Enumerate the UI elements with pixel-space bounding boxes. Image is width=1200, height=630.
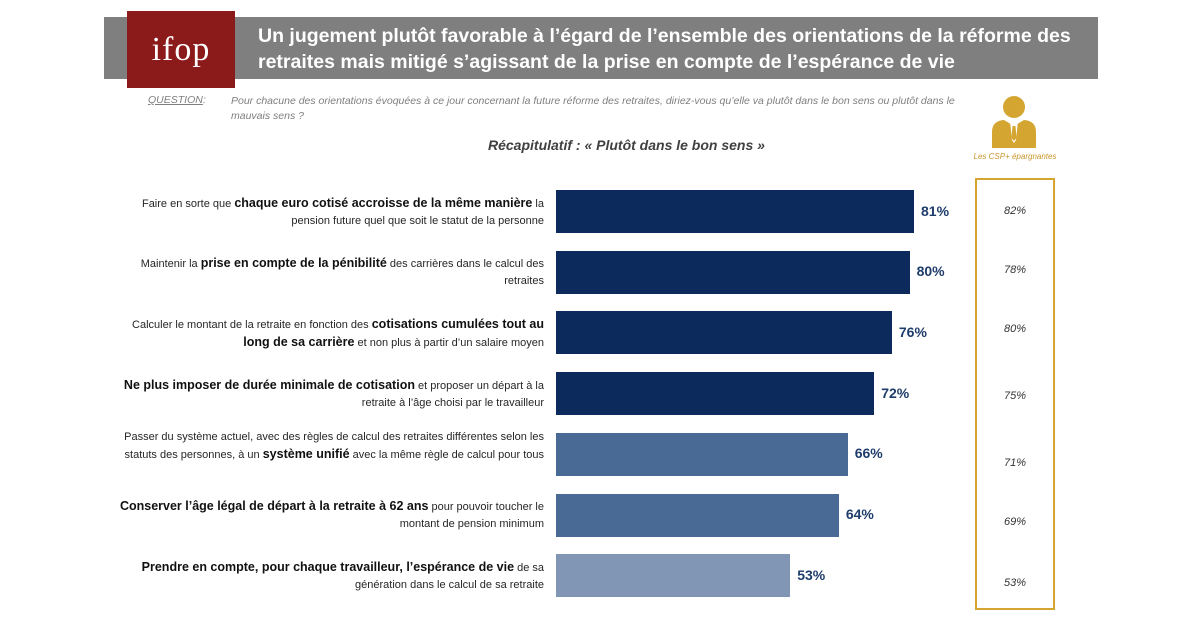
category-label: Faire en sorte que chaque euro cotisé ac… — [114, 195, 544, 230]
csp-value: 78% — [1003, 264, 1027, 276]
csp-value: 71% — [1003, 457, 1027, 469]
category-label-emphasis: Conserver l’âge légal de départ à la ret… — [119, 499, 429, 513]
bar-value-label: 53% — [797, 566, 826, 583]
question-text: Pour chacune des orientations évoquées à… — [231, 95, 955, 122]
csp-label: Les CSP+ épargnantes — [973, 152, 1057, 161]
category-label-text: des carrières dans le calcul des retrait… — [386, 258, 544, 288]
category-label-emphasis: Prendre en compte, pour chaque travaille… — [141, 559, 515, 574]
bar-value-label: 80% — [916, 263, 945, 280]
bar — [556, 432, 848, 476]
csp-column-box — [975, 178, 1055, 610]
question-colon: : — [203, 94, 206, 106]
ifop-logo-mark: ifop — [152, 31, 211, 68]
header-band — [104, 17, 1098, 79]
csp-value: 53% — [1003, 577, 1027, 589]
category-label-text: Passer du système actuel, avec des règle… — [124, 430, 544, 461]
category-label: Maintenir la prise en compte de la pénib… — [114, 255, 544, 290]
ifop-logo: ifop — [127, 11, 235, 88]
category-label-emphasis: cotisations cumulées tout au long de sa … — [243, 316, 544, 349]
bar — [556, 190, 914, 233]
category-label-text: avec la même règle de calcul pour tous — [349, 448, 544, 461]
bar-value-label: 64% — [845, 506, 874, 522]
category-label-emphasis: système unifié — [262, 446, 350, 461]
chart-subtitle: Récapitulatif : « Plutôt dans le bon sen… — [488, 137, 765, 153]
category-label: Passer du système actuel, avec des règle… — [114, 429, 544, 464]
category-label-text: Calculer le montant de la retraite en fo… — [132, 318, 372, 331]
bar-value-label: 72% — [881, 384, 910, 401]
page-title: Un jugement plutôt favorable à l’égard d… — [258, 25, 1071, 73]
category-label: Calculer le montant de la retraite en fo… — [114, 316, 544, 352]
businessman-icon — [992, 96, 1036, 148]
csp-value: 69% — [1003, 516, 1027, 528]
category-label-text: et non plus à partir d’un salaire moyen — [354, 336, 544, 349]
bar — [556, 554, 791, 598]
bar-value-label: 76% — [898, 323, 927, 340]
question-label: QUESTION — [148, 94, 203, 106]
csp-value: 75% — [1003, 390, 1027, 402]
category-label: Conserver l’âge légal de départ à la ret… — [114, 498, 544, 533]
bar — [556, 493, 839, 537]
bar — [556, 311, 892, 355]
category-label: Ne plus imposer de durée minimale de cot… — [114, 377, 544, 412]
bar-value-label: 81% — [921, 202, 950, 219]
logo-text: ifop — [152, 31, 211, 68]
csp-value: 82% — [1003, 205, 1027, 217]
category-label-text: pour pouvoir toucher le montant de pensi… — [399, 501, 544, 530]
bar — [556, 372, 875, 416]
category-label-text: Faire en sorte que — [141, 197, 235, 210]
csp-value: 80% — [1003, 323, 1027, 335]
category-label-emphasis: Ne plus imposer de durée minimale de cot… — [123, 377, 415, 392]
category-label-emphasis: chaque euro cotisé accroisse de la même … — [234, 195, 533, 210]
category-label-text: de sa génération dans le calcul de sa re… — [355, 561, 544, 591]
category-label: Prendre en compte, pour chaque travaille… — [114, 559, 544, 594]
category-label-text: la pension future quel que soit le statu… — [291, 197, 544, 227]
category-label-emphasis: prise en compte de la pénibilité — [200, 256, 387, 271]
bar-value-label: 66% — [854, 445, 883, 462]
category-label-text: Maintenir la — [140, 258, 201, 271]
bar — [556, 250, 910, 294]
category-label-text: et proposer un départ à la retraite à l’… — [361, 379, 544, 409]
